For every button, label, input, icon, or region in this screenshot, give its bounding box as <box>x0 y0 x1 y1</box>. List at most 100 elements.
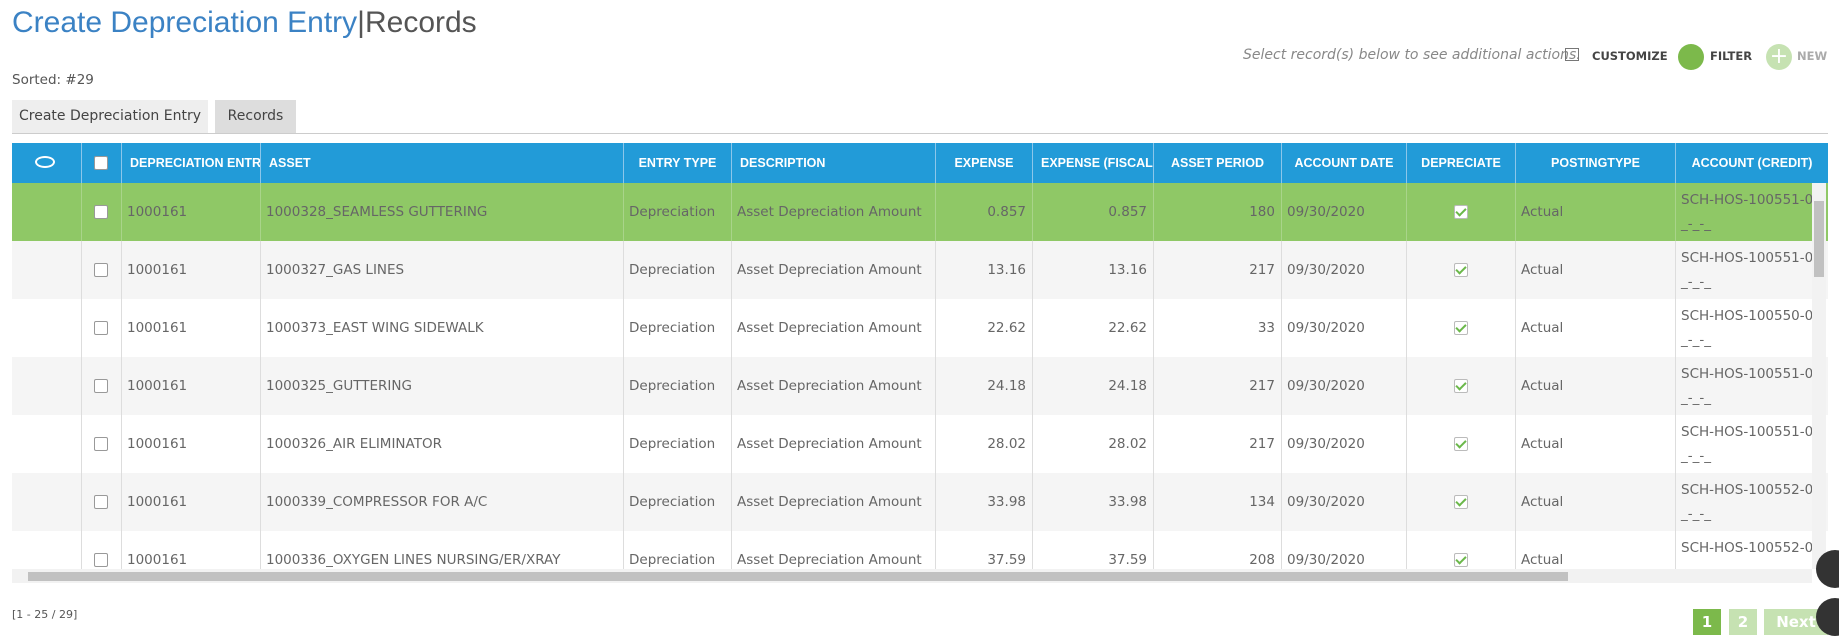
cell-divider <box>1406 241 1407 299</box>
cell-text: Asset Depreciation Amount <box>737 378 922 394</box>
row-checkbox[interactable] <box>94 437 108 451</box>
cell-divider <box>1406 473 1407 531</box>
column-header[interactable]: ACCOUNT (CREDIT) <box>1675 143 1828 183</box>
column-header[interactable]: EXPENSE (FISCAL) <box>1032 143 1153 183</box>
cell-divider <box>260 183 261 241</box>
table-row[interactable]: 1000161 1000336_OXYGEN LINES NURSING/ER/X… <box>12 531 1828 569</box>
filter-icon[interactable] <box>1678 44 1704 70</box>
cell-text: 33 <box>1257 320 1275 336</box>
vertical-scrollbar[interactable] <box>1812 183 1826 569</box>
cell-text: 13.16 <box>987 262 1026 278</box>
page-heading: Create Depreciation Entry|Records <box>12 6 477 40</box>
row-checkbox[interactable] <box>94 379 108 393</box>
table-row[interactable]: 1000161 1000327_GAS LINES Depreciation Asse… <box>12 241 1828 299</box>
cell-divider <box>935 357 936 415</box>
cell-divider <box>1675 357 1676 415</box>
row-checkbox[interactable] <box>94 205 108 219</box>
cell-divider <box>1153 531 1154 569</box>
cell-divider <box>1675 415 1676 473</box>
cell-divider <box>121 415 122 473</box>
table-row[interactable]: 1000161 1000373_EAST WING SIDEWALK Depreci… <box>12 299 1828 357</box>
cell-divider <box>81 299 82 357</box>
cell-divider <box>1153 299 1154 357</box>
row-checkbox[interactable] <box>94 321 108 335</box>
new-button[interactable]: NEW <box>1797 49 1828 63</box>
column-header[interactable]: ASSET <box>260 143 623 183</box>
cell-divider <box>1406 531 1407 569</box>
view-icon[interactable] <box>35 156 55 168</box>
cell-divider <box>260 473 261 531</box>
cell-divider <box>1406 183 1407 241</box>
account-credit: SCH-HOS-100550-00 <box>1681 308 1822 324</box>
cell-text: 1000326_AIR ELIMINATOR <box>266 436 442 452</box>
cell-text: 1000373_EAST WING SIDEWALK <box>266 320 484 336</box>
page-button-active[interactable]: 1 <box>1693 609 1721 635</box>
column-header[interactable]: ASSET PERIOD <box>1153 143 1281 183</box>
cell-divider <box>1281 473 1282 531</box>
cell-text: 33.98 <box>987 494 1026 510</box>
customize-button[interactable]: CUSTOMIZE <box>1592 49 1668 63</box>
cell-divider <box>1515 531 1516 569</box>
scroll-top-button[interactable] <box>1816 550 1839 588</box>
tab-active[interactable]: Records <box>215 100 296 133</box>
select-all-checkbox[interactable] <box>94 156 108 170</box>
cell-divider <box>1675 531 1676 569</box>
cell-divider <box>1515 415 1516 473</box>
column-header[interactable]: ENTRY TYPE <box>623 143 731 183</box>
cell-text: 134 <box>1249 494 1275 510</box>
page-button[interactable]: 2 <box>1729 609 1757 635</box>
cell-text: Actual <box>1521 552 1564 568</box>
cell-text: Depreciation <box>629 262 716 278</box>
cell-text: Actual <box>1521 378 1564 394</box>
table-row[interactable]: 1000161 1000339_COMPRESSOR FOR A/C Depreci… <box>12 473 1828 531</box>
column-header[interactable]: EXPENSE <box>935 143 1032 183</box>
cell-divider <box>260 299 261 357</box>
column-header[interactable]: DESCRIPTION <box>731 143 935 183</box>
table-row[interactable]: 1000161 1000328_SEAMLESS GUTTERING Depreci… <box>12 183 1828 241</box>
cell-divider <box>1153 357 1154 415</box>
cell-divider <box>935 299 936 357</box>
tab[interactable]: Create Depreciation Entry <box>12 100 208 133</box>
account-credit: _-_-_ <box>1681 390 1711 406</box>
cell-text: Asset Depreciation Amount <box>737 494 922 510</box>
cell-divider <box>1153 415 1154 473</box>
cell-divider <box>731 299 732 357</box>
customize-icon[interactable] <box>1565 48 1579 61</box>
cell-text: Depreciation <box>629 320 716 336</box>
cell-text: Actual <box>1521 436 1564 452</box>
table-row[interactable]: 1000161 1000325_GUTTERING Depreciation Asse… <box>12 357 1828 415</box>
cell-divider <box>1153 183 1154 241</box>
column-header[interactable]: DEPRECIATION ENTRY <box>121 143 260 183</box>
cell-divider <box>1281 183 1282 241</box>
cell-divider <box>1032 299 1033 357</box>
filter-button[interactable]: FILTER <box>1710 49 1753 63</box>
column-header[interactable]: ACCOUNT DATE <box>1281 143 1406 183</box>
cell-text: 1000339_COMPRESSOR FOR A/C <box>266 494 488 510</box>
cell-divider <box>1281 299 1282 357</box>
cell-divider <box>623 473 624 531</box>
cell-divider <box>1281 241 1282 299</box>
row-checkbox[interactable] <box>94 553 108 567</box>
account-credit: SCH-HOS-100552-00 <box>1681 482 1822 498</box>
table-row[interactable]: 1000161 1000326_AIR ELIMINATOR Depreciatio… <box>12 415 1828 473</box>
cell-divider <box>731 415 732 473</box>
scroll-bottom-button[interactable] <box>1816 598 1839 636</box>
depreciate-check <box>1453 495 1468 509</box>
cell-text: 37.59 <box>1108 552 1147 568</box>
cell-text: Asset Depreciation Amount <box>737 436 922 452</box>
horizontal-scrollbar[interactable] <box>12 569 1812 583</box>
row-checkbox[interactable] <box>94 263 108 277</box>
column-header[interactable]: DEPRECIATE <box>1406 143 1515 183</box>
table-header: DEPRECIATION ENTRY ASSET ENTRY TYPE DESCRIP… <box>12 143 1828 183</box>
cell-divider <box>1281 531 1282 569</box>
account-credit: _-_-_ <box>1681 332 1711 348</box>
cell-text: 217 <box>1249 378 1275 394</box>
cell-divider <box>935 183 936 241</box>
new-icon[interactable]: + <box>1766 44 1792 70</box>
tab-rule <box>12 133 1828 134</box>
cell-divider <box>623 241 624 299</box>
column-header[interactable]: POSTINGTYPE <box>1515 143 1675 183</box>
depreciate-check <box>1453 263 1468 277</box>
row-checkbox[interactable] <box>94 495 108 509</box>
